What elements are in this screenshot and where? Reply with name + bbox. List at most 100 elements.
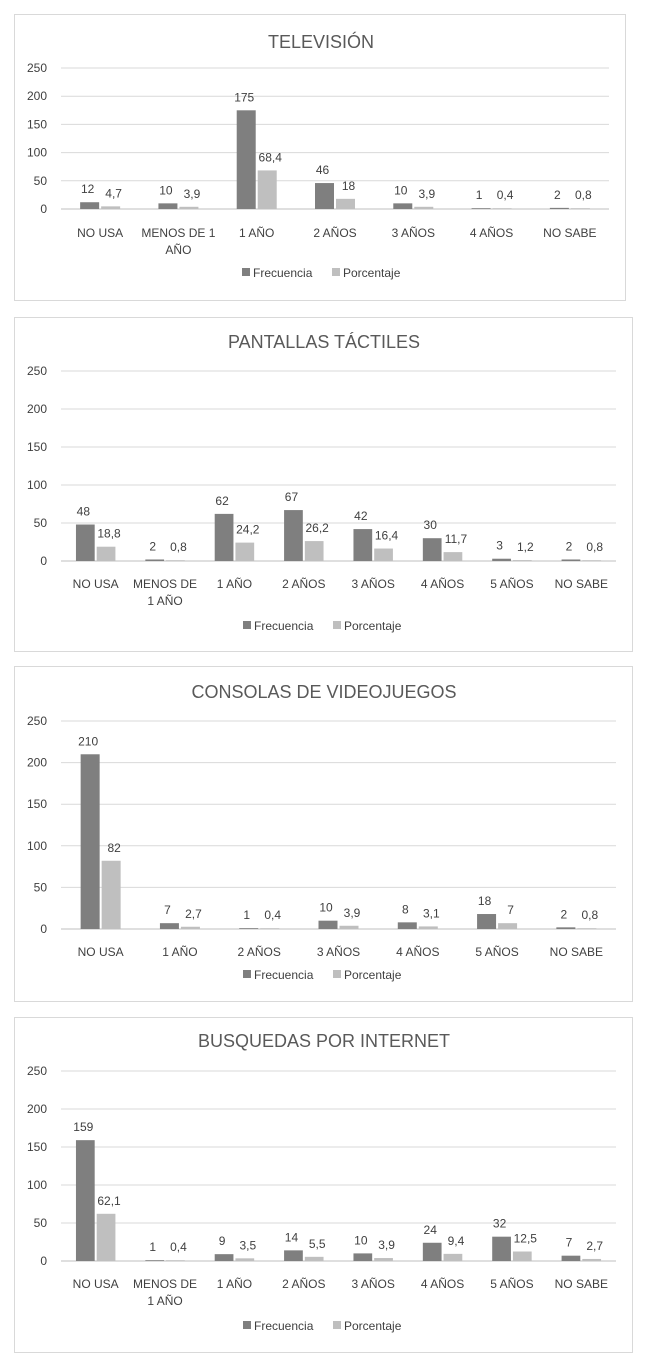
data-label-frecuencia: 62 bbox=[215, 494, 229, 508]
y-tick-label: 50 bbox=[34, 516, 48, 530]
chart-panel-television: TELEVISIÓN 0 50 100 150 200 250 NO USA 12 4,7 MEN… bbox=[14, 14, 626, 301]
category-label: 1 AÑO bbox=[162, 945, 197, 959]
category-label: 3 AÑOS bbox=[317, 945, 360, 959]
data-label-porcentaje: 7 bbox=[507, 903, 514, 917]
data-label-porcentaje: 16,4 bbox=[375, 529, 399, 543]
chart-panel-consolas: CONSOLAS DE VIDEOJUEGOS 0 50 100 150 200 250 N… bbox=[14, 666, 633, 1002]
y-tick-label: 0 bbox=[40, 554, 47, 568]
category-label: 4 AÑOS bbox=[421, 1277, 464, 1291]
bar-frecuencia bbox=[75, 524, 95, 561]
data-label-frecuencia: 1 bbox=[476, 188, 483, 202]
bar-frecuencia bbox=[397, 922, 417, 929]
data-label-frecuencia: 46 bbox=[316, 163, 330, 177]
data-label-porcentaje: 1,2 bbox=[517, 540, 534, 554]
category-label: 4 AÑOS bbox=[470, 226, 513, 240]
bar-frecuencia bbox=[239, 928, 259, 929]
bar-frecuencia bbox=[477, 914, 497, 929]
category-label: 1 AÑO bbox=[239, 226, 274, 240]
data-label-frecuencia: 18 bbox=[478, 894, 492, 908]
category-label: 2 AÑOS bbox=[282, 577, 325, 591]
data-label-porcentaje: 3,5 bbox=[239, 1238, 256, 1252]
bar-frecuencia bbox=[471, 208, 491, 209]
chart-panel-busquedas: BUSQUEDAS POR INTERNET 0 50 100 150 200 250 NO… bbox=[14, 1017, 633, 1353]
bar-frecuencia bbox=[492, 1236, 511, 1261]
data-label-frecuencia: 12 bbox=[81, 182, 95, 196]
data-label-porcentaje: 5,5 bbox=[309, 1237, 326, 1251]
y-tick-label: 200 bbox=[27, 1102, 47, 1116]
data-label-porcentaje: 9,4 bbox=[448, 1234, 465, 1248]
data-label-porcentaje: 4,7 bbox=[105, 186, 122, 200]
y-tick-label: 200 bbox=[27, 756, 47, 770]
data-label-porcentaje: 82 bbox=[107, 841, 121, 855]
category-label: NO USA bbox=[77, 226, 123, 240]
data-label-porcentaje: 0,8 bbox=[582, 908, 599, 922]
chart-title: TELEVISIÓN bbox=[268, 31, 374, 52]
data-label-porcentaje: 2,7 bbox=[185, 907, 202, 921]
data-label-frecuencia: 3 bbox=[496, 539, 503, 553]
bar-frecuencia bbox=[315, 183, 334, 209]
data-label-porcentaje: 11,7 bbox=[445, 532, 468, 546]
legend-swatch-porcentaje bbox=[332, 268, 340, 276]
y-tick-label: 250 bbox=[27, 1064, 47, 1078]
legend-swatch-porcentaje bbox=[333, 1321, 341, 1329]
category-label: 5 AÑOS bbox=[490, 577, 533, 591]
data-label-frecuencia: 8 bbox=[402, 902, 409, 916]
chart-title: CONSOLAS DE VIDEOJUEGOS bbox=[191, 682, 456, 702]
data-label-frecuencia: 1 bbox=[149, 1240, 156, 1254]
bar-frecuencia bbox=[145, 559, 165, 561]
y-tick-label: 0 bbox=[40, 202, 47, 216]
chart-pantallas-tactiles: PANTALLAS TÁCTILES 0 50 100 150 200 250 NO USA… bbox=[27, 332, 616, 633]
data-label-porcentaje: 62,1 bbox=[97, 1194, 121, 1208]
data-label-frecuencia: 24 bbox=[424, 1223, 438, 1237]
y-tick-label: 50 bbox=[34, 174, 48, 188]
category-label: 4 AÑOS bbox=[396, 945, 439, 959]
category-label: 2 AÑOS bbox=[282, 1277, 325, 1291]
bar-porcentaje bbox=[180, 926, 200, 929]
category-label: 1 AÑO bbox=[147, 1294, 182, 1308]
bar-porcentaje bbox=[101, 206, 121, 209]
category-label: NO USA bbox=[78, 945, 124, 959]
legend-swatch-frecuencia bbox=[243, 1321, 251, 1329]
y-tick-label: 150 bbox=[27, 797, 47, 811]
bar-frecuencia bbox=[561, 1255, 581, 1261]
data-label-porcentaje: 0,4 bbox=[264, 908, 281, 922]
bar-porcentaje bbox=[304, 1256, 324, 1261]
category-label: MENOS DE bbox=[133, 577, 197, 591]
data-label-porcentaje: 26,2 bbox=[305, 521, 329, 535]
data-label-porcentaje: 3,9 bbox=[418, 187, 435, 201]
legend-swatch-frecuencia bbox=[243, 621, 251, 629]
data-label-porcentaje: 12,5 bbox=[514, 1232, 538, 1246]
bar-porcentaje bbox=[339, 925, 359, 929]
data-label-frecuencia: 2 bbox=[554, 188, 561, 202]
data-label-porcentaje: 0,4 bbox=[170, 1240, 187, 1254]
data-label-frecuencia: 10 bbox=[319, 901, 333, 915]
y-tick-label: 250 bbox=[27, 714, 47, 728]
legend-label-frecuencia: Frecuencia bbox=[254, 1319, 314, 1333]
data-label-porcentaje: 3,9 bbox=[344, 906, 361, 920]
y-tick-label: 250 bbox=[27, 364, 47, 378]
chart-title: BUSQUEDAS POR INTERNET bbox=[198, 1031, 450, 1051]
data-label-frecuencia: 10 bbox=[159, 183, 173, 197]
y-tick-label: 50 bbox=[34, 1216, 48, 1230]
data-label-porcentaje: 0,4 bbox=[497, 188, 514, 202]
bar-frecuencia bbox=[318, 920, 338, 929]
y-tick-label: 150 bbox=[27, 1140, 47, 1154]
chart-busquedas-por-internet: BUSQUEDAS POR INTERNET 0 50 100 150 200 250 NO… bbox=[27, 1031, 616, 1333]
y-tick-label: 200 bbox=[27, 402, 47, 416]
category-label: NO SABE bbox=[543, 226, 596, 240]
y-tick-label: 100 bbox=[27, 839, 47, 853]
bar-frecuencia bbox=[284, 1250, 303, 1261]
data-label-frecuencia: 9 bbox=[219, 1234, 226, 1248]
bar-frecuencia bbox=[80, 754, 100, 929]
bar-frecuencia bbox=[393, 203, 413, 209]
bar-porcentaje bbox=[443, 552, 463, 561]
data-label-frecuencia: 159 bbox=[73, 1120, 93, 1134]
chart-title: PANTALLAS TÁCTILES bbox=[228, 332, 420, 352]
data-label-frecuencia: 2 bbox=[566, 539, 573, 553]
y-tick-label: 0 bbox=[40, 922, 47, 936]
bar-frecuencia bbox=[353, 1253, 373, 1261]
y-tick-label: 250 bbox=[27, 61, 47, 75]
bar-frecuencia bbox=[145, 1260, 165, 1261]
data-label-frecuencia: 32 bbox=[493, 1217, 507, 1231]
